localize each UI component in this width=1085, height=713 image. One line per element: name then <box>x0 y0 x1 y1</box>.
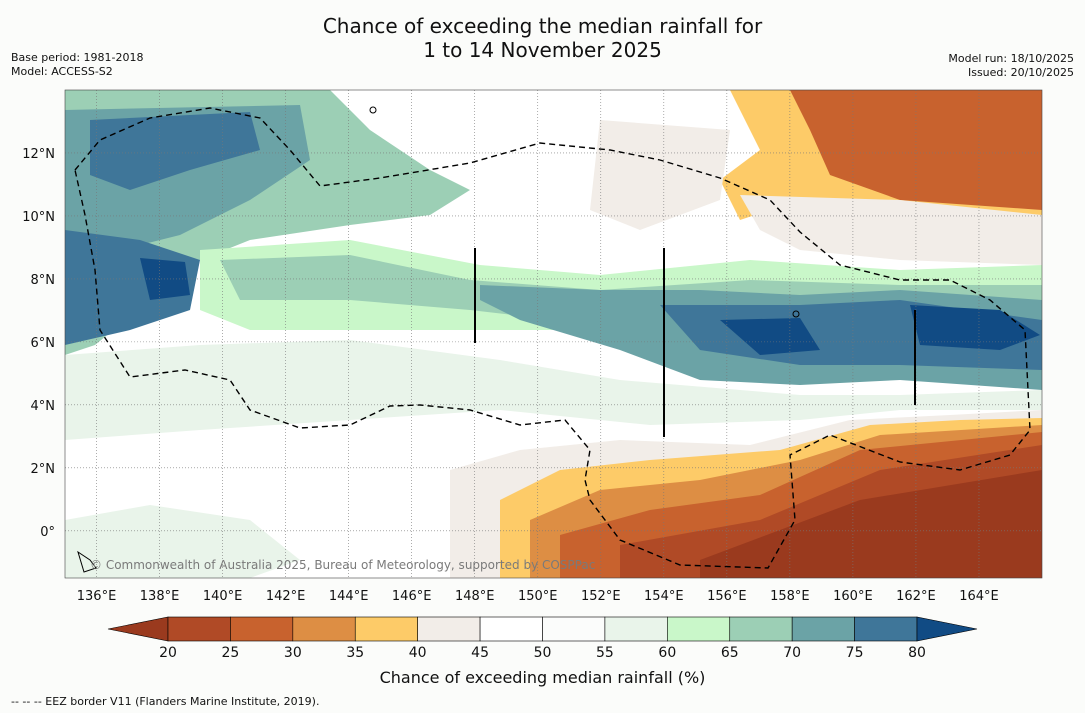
colorbar-tick-label: 30 <box>283 645 302 661</box>
colorbar-tick-label: 25 <box>221 645 240 661</box>
colorbar-segment <box>854 616 918 642</box>
title-line-2: 1 to 14 November 2025 <box>423 38 662 62</box>
title-line-1: Chance of exceeding the median rainfall … <box>322 14 763 38</box>
longitude-tick-label: 144°E <box>329 589 369 604</box>
longitude-tick-label: 142°E <box>266 589 306 604</box>
longitude-tick-label: 136°E <box>77 589 117 604</box>
colorbar-segment <box>354 616 418 642</box>
latitude-tick-label: 12°N <box>22 147 55 162</box>
eez-footnote: -- -- -- EEZ border V11 (Flanders Marine… <box>11 695 320 708</box>
longitude-tick-label: 158°E <box>770 589 810 604</box>
island-marker <box>792 310 800 318</box>
colorbar-segment <box>230 616 294 642</box>
colorbar-segment <box>479 616 543 642</box>
map-title: Chance of exceeding the median rainfall … <box>0 14 1085 62</box>
copyright-text: © Commonwealth of Australia 2025, Bureau… <box>90 558 596 572</box>
latitude-tick-label: 2°N <box>31 462 56 477</box>
longitude-tick-label: 162°E <box>896 589 936 604</box>
island-marker <box>369 106 377 114</box>
colorbar-segment <box>791 616 855 642</box>
colorbar-label: Chance of exceeding median rainfall (%) <box>379 668 706 687</box>
latitude-labels: 12°N 10°N 8°N 6°N 4°N 2°N 0° <box>22 147 55 540</box>
colorbar-segment <box>604 616 668 642</box>
colorbar-tick-label: 45 <box>471 645 489 661</box>
island-outline <box>77 550 97 573</box>
colorbar-tick-label: 55 <box>595 645 614 661</box>
colorbar-max-extension <box>916 616 978 642</box>
colorbar-tick-label: 80 <box>908 645 926 661</box>
latitude-tick-label: 10°N <box>22 210 55 225</box>
latitude-tick-label: 4°N <box>31 399 56 414</box>
latitude-tick-label: 6°N <box>31 336 56 351</box>
colorbar-tick-label: 50 <box>533 645 552 661</box>
map-gridlines <box>65 90 1042 578</box>
longitude-tick-label: 152°E <box>581 589 621 604</box>
colorbar-tick-label: 75 <box>845 645 864 661</box>
longitude-tick-label: 154°E <box>644 589 684 604</box>
colorbar-min-extension <box>107 616 169 642</box>
longitude-tick-label: 138°E <box>140 589 180 604</box>
colorbar-tick-label: 65 <box>720 645 739 661</box>
longitude-tick-label: 150°E <box>518 589 558 604</box>
colorbar-segment <box>292 616 356 642</box>
base-period: Base period: 1981-2018 <box>11 51 144 64</box>
map-frame <box>64 89 1043 579</box>
meta-right: Model run: 18/10/2025 Issued: 20/10/2025 <box>948 52 1074 80</box>
colorbar-tick-label: 35 <box>346 645 365 661</box>
colorbar-segment <box>667 616 731 642</box>
eez-border <box>74 107 1031 569</box>
issued-date: Issued: 20/10/2025 <box>967 66 1074 79</box>
colorbar-segment <box>729 616 793 642</box>
colorbar-tick-label: 70 <box>783 645 802 661</box>
colorbar-segment <box>542 616 606 642</box>
map-panel <box>64 89 1043 579</box>
rainfall-field <box>65 90 1042 578</box>
latitude-tick-label: 0° <box>40 525 55 540</box>
longitude-tick-label: 156°E <box>707 589 747 604</box>
longitude-tick-label: 160°E <box>833 589 873 604</box>
colorbar-tick-label: 40 <box>408 645 427 661</box>
colorbar-tick-label: 60 <box>658 645 677 661</box>
longitude-labels: 136°E 138°E 140°E 142°E 144°E 146°E 148°E 150°E… <box>77 589 999 604</box>
model-name: Model: ACCESS-S2 <box>11 65 113 78</box>
longitude-tick-label: 164°E <box>959 589 999 604</box>
colorbar-segment <box>417 616 481 642</box>
longitude-tick-label: 146°E <box>392 589 432 604</box>
colorbar-segment <box>167 616 231 642</box>
longitude-tick-label: 140°E <box>203 589 243 604</box>
colorbar-tick-label: 20 <box>159 645 177 661</box>
model-run: Model run: 18/10/2025 <box>948 52 1074 65</box>
colorbar <box>107 616 978 642</box>
meta-left: Base period: 1981-2018 Model: ACCESS-S2 <box>11 51 143 79</box>
longitude-tick-label: 148°E <box>455 589 495 604</box>
latitude-tick-label: 8°N <box>31 273 56 288</box>
